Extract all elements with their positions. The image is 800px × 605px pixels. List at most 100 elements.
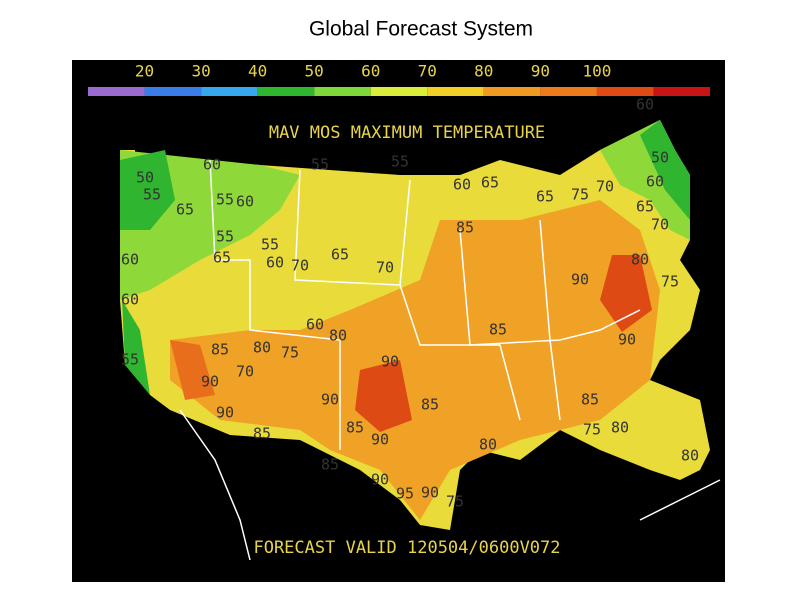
contour-label: 90 [371,431,389,449]
contour-label: 85 [421,396,439,414]
map-header: MAV MOS MAXIMUM TEMPERATURE [269,123,545,143]
contour-label: 55 [143,186,161,204]
legend-swatch [257,87,315,96]
legend: 20 30 40 50 60 70 80 90 100 [88,62,710,96]
contour-label: 80 [253,339,271,357]
contour-label: 90 [381,353,399,371]
contour-label: 85 [456,219,474,237]
hot-region [600,255,652,332]
contour-label: 55 [261,236,279,254]
contour-label: 90 [321,391,339,409]
contour-label: 65 [481,174,499,192]
state-lines [399,284,521,421]
contour-label: 55 [121,351,139,369]
legend-swatch [483,87,541,96]
contour-label: 70 [236,363,254,381]
contour-label: 60 [203,156,221,174]
contour-label: 70 [596,178,614,196]
contour-label: 95 [396,485,414,503]
contour-label: 65 [536,188,554,206]
legend-label: 80 [474,62,493,81]
state-lines [209,159,341,450]
contour-label: 75 [281,344,299,362]
map-regions [120,120,721,561]
legend-swatch [370,87,428,96]
legend-label: 20 [135,62,154,81]
contour-label: 80 [479,436,497,454]
contour-label: 80 [329,327,347,345]
contour-label: 65 [176,201,194,219]
map-footer: FORECAST VALID 120504/0600V072 [253,538,560,558]
legend-swatch [540,87,597,96]
contour-label: 90 [618,331,636,349]
contour-label: 65 [213,249,231,267]
legend-swatch [88,87,145,96]
contour-label: 60 [266,254,284,272]
contour-label: 70 [291,257,309,275]
legend-swatch [314,87,371,96]
contour-label: 85 [321,456,339,474]
contour-label: 80 [631,251,649,269]
contour-label: 50 [651,149,669,167]
contour-label: 85 [211,341,229,359]
legend-label: 50 [305,62,324,81]
legend-swatch [653,87,710,96]
contour-label: 50 [136,169,154,187]
cool-region [640,120,690,220]
title: Global Forecast System [309,18,533,41]
contour-label: 90 [421,484,439,502]
contour-label: 85 [346,419,364,437]
contour-label: 60 [121,251,139,269]
cool-region [120,150,175,230]
contour-label: 90 [216,404,234,422]
state-lines [459,229,641,346]
contour-label: 60 [121,291,139,309]
contour-label: 55 [391,153,409,171]
legend-label: 90 [531,62,550,81]
legend-swatch [427,87,484,96]
header-box [222,122,592,144]
legend-label: 60 [361,62,380,81]
contour-label: 75 [446,493,464,511]
contour-label: 85 [253,425,271,443]
legend-label: 40 [248,62,267,81]
contour-label: 70 [376,259,394,277]
legend-swatch [201,87,258,96]
contour-label: 60 [636,96,654,114]
legend-label: 70 [418,62,437,81]
state-lines [294,169,411,286]
coastline [639,479,721,521]
contour-label: 60 [306,316,324,334]
contour-label: 80 [611,419,629,437]
contour-label: 60 [646,173,664,191]
contour-label: 55 [216,191,234,209]
contour-label: 65 [636,198,654,216]
cool-region [122,300,150,395]
contour-label: 90 [371,471,389,489]
state-lines [539,219,561,421]
contour-label: 60 [236,193,254,211]
contour-label: 65 [331,246,349,264]
legend-label: 30 [191,62,210,81]
contour-label: 75 [661,273,679,291]
contour-label: 80 [681,447,699,465]
contour-label: 90 [571,271,589,289]
contour-label: 55 [311,156,329,174]
legend-label: 100 [582,62,611,81]
hot-region [355,360,412,432]
contour-label: 90 [201,373,219,391]
legend-swatch [144,87,202,96]
contour-label: 85 [581,391,599,409]
contour-label: 75 [583,421,601,439]
contour-label: 75 [571,186,589,204]
legend-swatch [596,87,654,96]
contour-label: 60 [453,176,471,194]
coastline [179,409,251,561]
contour-label: 85 [489,321,507,339]
hot-region [170,340,215,400]
warm-region [170,200,660,520]
contour-label: 70 [651,216,669,234]
